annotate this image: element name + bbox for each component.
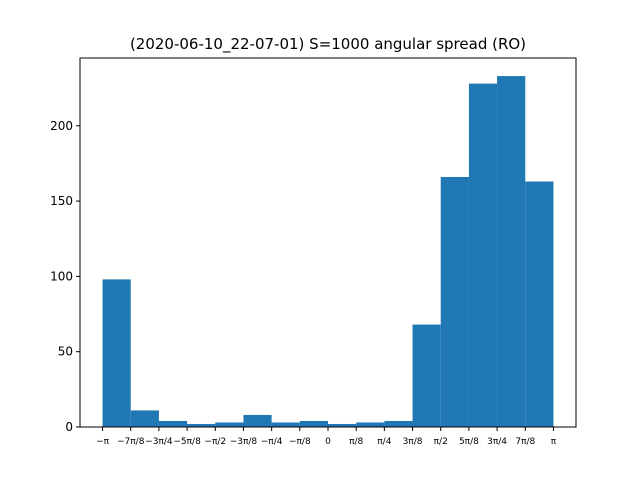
- x-tick-label: −π/4: [261, 437, 283, 447]
- histogram-bar: [412, 324, 441, 427]
- y-tick-label: 50: [58, 345, 73, 359]
- x-tick-label: −π/2: [204, 437, 226, 447]
- y-tick-label: 0: [65, 420, 73, 434]
- x-tick-label: −π: [96, 437, 110, 447]
- x-tick-label: −π/8: [289, 437, 311, 447]
- histogram-bar: [102, 279, 131, 427]
- histogram-bar: [440, 176, 469, 427]
- x-tick-label: π/2: [434, 437, 448, 447]
- y-axis: 0 50 100 150 200: [50, 119, 80, 434]
- x-tick-label: −5π/8: [173, 437, 201, 447]
- y-tick-label: 150: [50, 194, 73, 208]
- x-tick-label: 3π/8: [403, 437, 423, 447]
- bars-group: [102, 76, 554, 428]
- histogram-bar: [130, 410, 159, 427]
- histogram-bar: [187, 423, 216, 427]
- y-tick-label: 200: [50, 119, 73, 133]
- x-tick-label: π/4: [377, 437, 391, 447]
- histogram-bar: [328, 423, 357, 427]
- histogram-bar: [468, 83, 498, 428]
- y-tick-label: 100: [50, 269, 73, 283]
- histogram-bar: [271, 422, 300, 427]
- histogram-bar: [243, 414, 272, 427]
- histogram-bar: [158, 420, 188, 427]
- x-tick-label: −7π/8: [117, 437, 145, 447]
- x-tick-label: −3π/8: [230, 437, 258, 447]
- histogram-bar: [525, 181, 554, 427]
- histogram-bar: [497, 76, 526, 427]
- x-tick-label: π: [551, 437, 557, 447]
- histogram-bar: [356, 422, 385, 427]
- x-axis: −π −7π/8 −3π/4 −5π/8 −π/2 −3π/8 −π/4 −π/8 0 π/8 π/…: [96, 427, 557, 447]
- x-tick-label: π/8: [349, 437, 363, 447]
- x-tick-label: 7π/8: [515, 437, 535, 447]
- x-tick-label: −3π/4: [145, 437, 173, 447]
- chart-title: (2020-06-10_22-07-01) S=1000 angular spr…: [130, 35, 526, 54]
- histogram-bar: [299, 420, 328, 427]
- x-tick-label: 5π/8: [459, 437, 479, 447]
- x-tick-label: 3π/4: [487, 437, 507, 447]
- histogram-bar: [384, 420, 413, 427]
- histogram-bar: [215, 422, 244, 427]
- x-tick-label: 0: [325, 437, 331, 447]
